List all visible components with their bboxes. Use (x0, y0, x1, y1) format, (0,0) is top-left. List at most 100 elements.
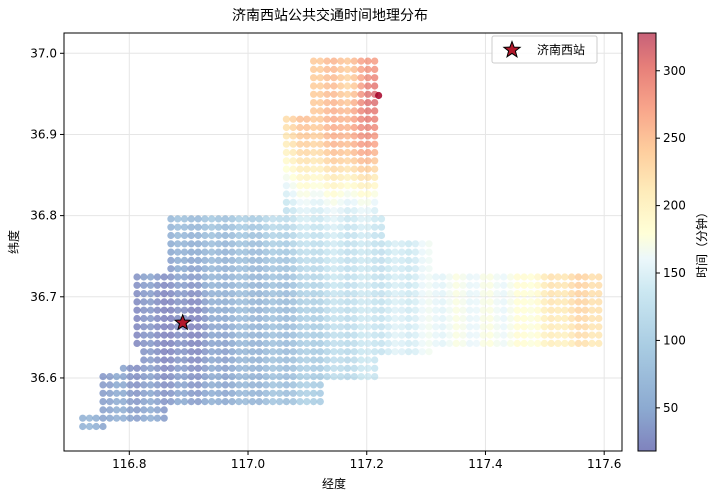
data-point (540, 273, 549, 281)
data-point (282, 314, 290, 323)
data-point (588, 281, 596, 289)
data-point (106, 398, 114, 406)
data-point (534, 323, 542, 331)
data-point (187, 306, 195, 314)
data-point (330, 281, 338, 289)
data-point (371, 198, 379, 206)
data-point (242, 331, 250, 339)
data-point (248, 215, 256, 223)
data-point (282, 298, 290, 306)
data-point (228, 398, 236, 406)
data-point (527, 331, 535, 339)
data-point (371, 57, 379, 65)
data-point (330, 265, 338, 273)
data-point (99, 422, 107, 431)
data-point (357, 223, 365, 231)
data-point (282, 182, 290, 190)
data-point (364, 132, 372, 140)
data-point (303, 223, 311, 231)
data-point (588, 290, 596, 298)
data-point (119, 364, 127, 372)
data-point (343, 273, 352, 281)
data-point (140, 331, 148, 339)
data-point (595, 331, 603, 339)
data-point (343, 115, 352, 123)
data-point (303, 215, 311, 223)
data-point (520, 290, 528, 298)
data-point (310, 115, 318, 123)
data-point (316, 198, 324, 206)
data-point (201, 281, 209, 289)
data-point (296, 157, 304, 165)
data-point (113, 414, 121, 422)
data-point (126, 398, 134, 406)
data-point (364, 57, 372, 65)
data-point (323, 115, 331, 123)
data-point (459, 323, 467, 331)
data-point (364, 281, 372, 289)
data-point (377, 331, 386, 339)
data-point (330, 273, 338, 281)
data-point (418, 265, 426, 273)
data-point (289, 198, 297, 206)
data-point (194, 240, 202, 248)
data-point (303, 123, 311, 132)
data-point (303, 173, 311, 181)
data-point (303, 198, 311, 206)
data-point (364, 99, 372, 107)
data-point (330, 223, 338, 231)
data-point (187, 356, 195, 364)
data-point (235, 240, 243, 248)
data-point (337, 132, 345, 140)
data-point (439, 306, 447, 314)
data-point (255, 348, 263, 356)
data-point (418, 331, 426, 339)
data-point (289, 348, 297, 356)
data-point (303, 148, 311, 157)
data-point (119, 381, 127, 389)
data-point (500, 314, 508, 323)
data-point (140, 281, 148, 289)
data-point (167, 381, 175, 389)
data-point (479, 323, 487, 331)
data-point (92, 414, 100, 422)
data-point (167, 398, 175, 406)
data-point (337, 323, 345, 331)
data-point (323, 190, 331, 198)
y-axis-ticks: 36.6 36.7 36.8 36.9 37.0 (30, 46, 64, 385)
data-point (391, 290, 399, 298)
data-point (194, 339, 202, 347)
data-point (561, 290, 569, 298)
data-point (425, 339, 433, 347)
data-point (371, 298, 379, 306)
data-point (350, 231, 358, 240)
data-point (167, 323, 175, 331)
data-point (248, 281, 256, 289)
data-point (296, 248, 304, 256)
data-point (316, 248, 324, 256)
data-point (242, 314, 250, 323)
data-point (554, 273, 562, 281)
data-point (330, 256, 338, 264)
x-axis-ticks: 116.8 117.0 117.2 117.4 117.6 (112, 451, 621, 471)
data-point (214, 223, 223, 231)
data-point (350, 314, 358, 323)
data-point (221, 356, 229, 364)
data-point (180, 356, 189, 364)
data-point (228, 348, 236, 356)
data-point (296, 265, 304, 273)
data-point (398, 306, 406, 314)
data-point (310, 99, 318, 107)
data-point (316, 290, 324, 298)
data-point (140, 323, 148, 331)
data-point (493, 290, 501, 298)
data-point (568, 323, 576, 331)
data-point (133, 331, 141, 339)
data-point (337, 57, 345, 65)
data-point (310, 398, 318, 406)
data-point (92, 422, 100, 431)
data-point (316, 140, 324, 148)
data-point (174, 398, 182, 406)
data-point (377, 273, 386, 281)
data-point (208, 231, 216, 240)
